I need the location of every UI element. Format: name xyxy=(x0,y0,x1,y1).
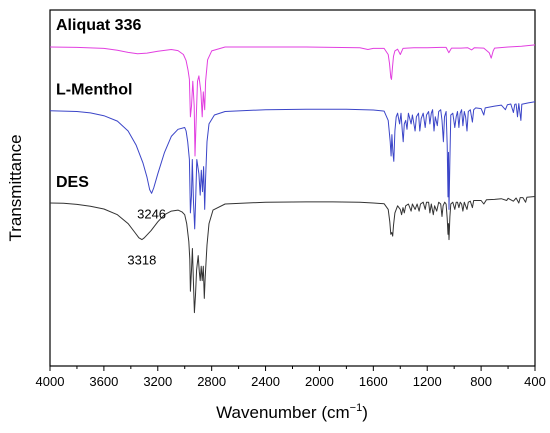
series-lines xyxy=(49,44,536,314)
x-tick-label: 400 xyxy=(524,374,546,389)
x-tick-label: 2400 xyxy=(251,374,280,389)
x-tick-label: 1600 xyxy=(359,374,388,389)
series-line-aliquat-336 xyxy=(49,44,536,157)
x-tick-label: 2800 xyxy=(197,374,226,389)
peak-annotations: 3246 3318 xyxy=(127,206,166,267)
x-tick-label: 800 xyxy=(470,374,492,389)
x-axis-ticks: 4000 3600 3200 2800 2400 2000 1600 1200 800 400 xyxy=(36,366,546,389)
x-tick-label: 4000 xyxy=(36,374,65,389)
x-tick-label: 3600 xyxy=(89,374,118,389)
series-line-des xyxy=(49,196,536,314)
peak-annotation: 3318 xyxy=(127,253,156,268)
y-axis-title: Transmittance xyxy=(6,134,25,241)
series-label: Aliquat 336 xyxy=(56,17,141,34)
x-tick-label: 3200 xyxy=(143,374,172,389)
series-line-l-menthol xyxy=(49,101,536,230)
peak-annotation: 3246 xyxy=(137,206,166,221)
x-tick-label: 1200 xyxy=(413,374,442,389)
series-label: L-Menthol xyxy=(56,81,132,98)
series-label: DES xyxy=(56,174,89,191)
x-axis-title: Wavenumber (cm−1) xyxy=(216,402,368,422)
x-tick-label: 2000 xyxy=(305,374,334,389)
plot-frame xyxy=(49,9,536,367)
series-labels: Aliquat 336 L-Menthol DES xyxy=(56,17,141,191)
